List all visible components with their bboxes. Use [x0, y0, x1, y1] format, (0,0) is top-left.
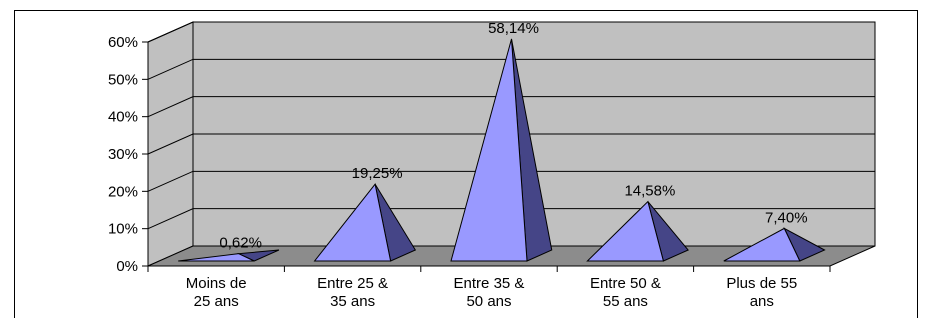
data-labels: 0,62% 19,25% 58,14% 14,58% 7,40% [219, 20, 807, 252]
y-tick-label: 60% [108, 34, 138, 51]
pyramid [586, 200, 689, 262]
pyramid-front-face [723, 227, 801, 262]
y-tick-label: 50% [108, 71, 138, 88]
y-tick-label: 10% [108, 221, 138, 238]
y-tick-label: 40% [108, 109, 138, 126]
data-label: 58,14% [488, 20, 539, 37]
category-label: Moins de 25 ans [186, 275, 247, 310]
pyramid [723, 227, 826, 262]
category-label: Plus de 55 ans [726, 275, 797, 310]
pyramids [178, 38, 826, 262]
data-label: 19,25% [352, 165, 403, 182]
y-tick-label: 30% [108, 146, 138, 163]
y-axis: 0% 10% 20% 30% 40% 50% 60% [108, 34, 149, 275]
pyramid-front-face [450, 38, 528, 262]
gridline [147, 58, 875, 80]
y-tick-label: 20% [108, 183, 138, 200]
category-label: Entre 50 & 55 ans [590, 275, 661, 310]
gridline [147, 96, 875, 118]
gridline [147, 21, 875, 43]
pyramid [313, 182, 417, 262]
data-label: 14,58% [624, 183, 675, 200]
pyramid [450, 38, 553, 262]
x-axis: Moins de 25 ans Entre 25 & 35 ans Entre 35 &… [147, 265, 831, 310]
pyramid [178, 249, 280, 262]
category-label: Entre 35 & 50 ans [454, 275, 525, 310]
pyramid-front-face [313, 182, 392, 262]
pyramid-front-face [178, 253, 255, 262]
y-tick-label: 0% [116, 258, 138, 275]
pyramid-front-face [586, 200, 665, 262]
data-label: 7,40% [765, 209, 808, 226]
gridline [147, 170, 875, 192]
gridline [147, 133, 875, 155]
category-label: Entre 25 & 35 ans [317, 275, 388, 310]
chart-frame [14, 10, 918, 318]
data-label: 0,62% [219, 235, 262, 252]
